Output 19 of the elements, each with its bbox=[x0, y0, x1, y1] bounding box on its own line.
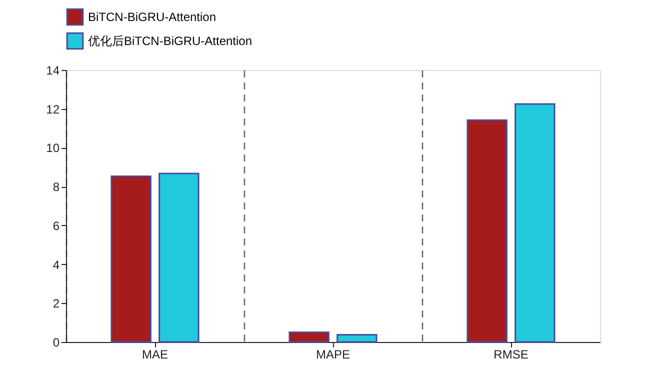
y-tick-label: 8 bbox=[52, 180, 60, 194]
legend-label: 优化后BiTCN-BiGRU-Attention bbox=[88, 34, 252, 48]
y-tick-label: 4 bbox=[52, 258, 60, 272]
y-tick-label: 6 bbox=[52, 218, 60, 233]
x-tick-label: RMSE bbox=[494, 348, 528, 362]
y-tick-label: 0 bbox=[52, 336, 60, 350]
y-tick-label: 14 bbox=[46, 64, 60, 78]
bar bbox=[466, 119, 508, 343]
bar bbox=[110, 176, 152, 343]
bar bbox=[288, 332, 330, 343]
x-tick-label: MAPE bbox=[316, 348, 350, 362]
bar bbox=[158, 172, 200, 343]
y-tick-label: 2 bbox=[52, 296, 60, 311]
legend-label: BiTCN-BiGRU-Attention bbox=[88, 10, 216, 24]
y-tick-label: 10 bbox=[46, 141, 60, 156]
y-tick-label: 12 bbox=[46, 102, 60, 116]
bar bbox=[336, 334, 378, 343]
bar bbox=[514, 103, 556, 343]
x-tick-label: MAE bbox=[142, 348, 168, 362]
